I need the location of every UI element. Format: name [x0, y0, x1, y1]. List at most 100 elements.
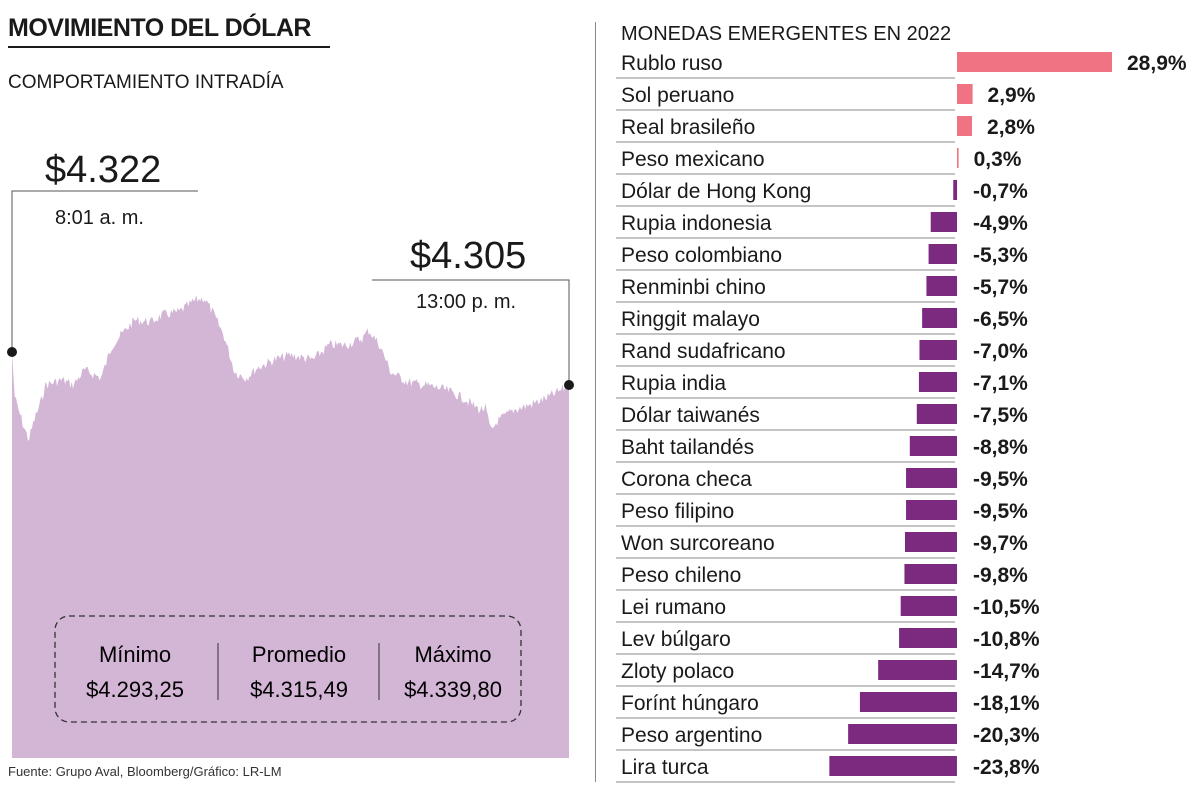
panel-divider: [595, 22, 596, 782]
bar-row: Real brasileño 2,8%: [616, 116, 1035, 143]
bar-row: Lei rumano -10,5%: [616, 596, 1040, 623]
value-label: -9,5%: [973, 468, 1028, 491]
category-label: Real brasileño: [621, 116, 755, 139]
stat-max-value: $4.339,80: [404, 677, 502, 702]
stat-max-label: Máximo: [414, 642, 491, 667]
value-label: -8,8%: [973, 436, 1028, 459]
bar-row: Peso mexicano 0,3%: [616, 148, 1022, 175]
value-label: 2,8%: [987, 116, 1035, 139]
bar: [829, 756, 957, 776]
bar: [918, 372, 958, 392]
start-value-label: $4.322: [45, 149, 161, 191]
stat-min-value: $4.293,25: [86, 677, 184, 702]
category-label: Rupia india: [621, 372, 726, 395]
bar-row: Ringgit malayo -6,5%: [616, 308, 1028, 335]
value-label: -9,7%: [973, 532, 1028, 555]
bar: [957, 84, 973, 104]
bar-row: Rupia india -7,1%: [616, 372, 1028, 399]
end-time-label: 13:00 p. m.: [416, 291, 516, 313]
chart-subtitle: COMPORTAMIENTO INTRADÍA: [8, 72, 284, 93]
category-label: Won surcoreano: [621, 532, 775, 555]
bar: [904, 532, 957, 552]
currencies-bar-chart: MONEDAS EMERGENTES EN 2022 Rublo ruso 28,…: [616, 23, 1187, 783]
value-label: -6,5%: [973, 308, 1028, 331]
bar-row: Peso argentino -20,3%: [616, 724, 1040, 751]
bar-row: Renminbi chino -5,7%: [616, 276, 1028, 303]
bar-row: Peso filipino -9,5%: [616, 500, 1028, 527]
category-label: Peso chileno: [621, 564, 741, 587]
value-label: -5,3%: [973, 244, 1028, 267]
category-label: Rupia indonesia: [621, 212, 772, 235]
value-label: -10,5%: [973, 596, 1040, 619]
intraday-area: [12, 295, 569, 758]
bar: [859, 692, 958, 712]
value-label: -10,8%: [973, 628, 1040, 651]
start-point-marker: [7, 347, 17, 357]
bar-row: Baht tailandés -8,8%: [616, 436, 1028, 463]
bar-row: Lira turca -23,8%: [616, 756, 1040, 783]
value-label: -20,3%: [973, 724, 1040, 747]
bar-row: Rupia indonesia -4,9%: [616, 212, 1028, 239]
end-value-label: $4.305: [410, 235, 526, 277]
value-label: -9,8%: [973, 564, 1028, 587]
category-label: Dólar taiwanés: [621, 404, 760, 427]
category-label: Rand sudafricano: [621, 340, 786, 363]
bar: [926, 276, 958, 296]
category-label: Corona checa: [621, 468, 752, 491]
bar: [930, 212, 958, 232]
stat-avg-value: $4.315,49: [250, 677, 348, 702]
bar: [957, 52, 1112, 72]
bar-row: Dólar de Hong Kong -0,7%: [616, 180, 1028, 207]
value-label: 0,3%: [974, 148, 1022, 171]
bar-row: Dólar taiwanés -7,5%: [616, 404, 1028, 431]
bar-row: Forínt húngaro -18,1%: [616, 692, 1040, 719]
bar: [900, 596, 957, 616]
value-label: -23,8%: [973, 756, 1040, 779]
page-title: MOVIMIENTO DEL DÓLAR: [8, 14, 311, 42]
bar-row: Zloty polaco -14,7%: [616, 660, 1040, 687]
bar-row: Sol peruano 2,9%: [616, 84, 1036, 111]
bar-row: Rublo ruso 28,9%: [616, 52, 1187, 79]
bar-row: Peso chileno -9,8%: [616, 564, 1028, 591]
category-label: Sol peruano: [621, 84, 734, 107]
value-label: -5,7%: [973, 276, 1028, 299]
value-label: -0,7%: [973, 180, 1028, 203]
bar: [957, 116, 972, 136]
value-label: -7,1%: [973, 372, 1028, 395]
category-label: Forínt húngaro: [621, 692, 759, 715]
category-label: Lev búlgaro: [621, 628, 731, 651]
start-leader-line: [11, 190, 198, 352]
bar: [899, 628, 957, 648]
value-label: -18,1%: [973, 692, 1040, 715]
category-label: Peso argentino: [621, 724, 762, 747]
value-label: -14,7%: [973, 660, 1040, 683]
title-underline: [8, 46, 330, 48]
value-label: 28,9%: [1127, 52, 1187, 75]
bar: [953, 180, 958, 200]
end-leader-line: [372, 279, 570, 385]
value-label: -9,5%: [973, 500, 1028, 523]
bar: [878, 660, 957, 680]
bar: [922, 308, 958, 328]
bar: [904, 564, 958, 584]
value-label: -7,5%: [973, 404, 1028, 427]
bar: [916, 404, 957, 424]
bar: [906, 500, 958, 520]
category-label: Peso colombiano: [621, 244, 782, 267]
value-label: -7,0%: [973, 340, 1028, 363]
category-label: Lira turca: [621, 756, 709, 779]
value-label: -4,9%: [973, 212, 1028, 235]
bar: [919, 340, 957, 360]
bar: [909, 436, 958, 456]
category-label: Zloty polaco: [621, 660, 734, 683]
category-label: Baht tailandés: [621, 436, 754, 459]
bar-chart-title: MONEDAS EMERGENTES EN 2022: [621, 23, 951, 45]
intraday-area-chart: $4.322 8:01 a. m. $4.305 13:00 p. m. Mín…: [7, 149, 574, 758]
bar-row: Corona checa -9,5%: [616, 468, 1028, 495]
category-label: Lei rumano: [621, 596, 726, 619]
stat-min-label: Mínimo: [99, 642, 171, 667]
category-label: Renminbi chino: [621, 276, 766, 299]
bar: [848, 724, 958, 744]
category-label: Peso mexicano: [621, 148, 765, 171]
category-label: Ringgit malayo: [621, 308, 760, 331]
